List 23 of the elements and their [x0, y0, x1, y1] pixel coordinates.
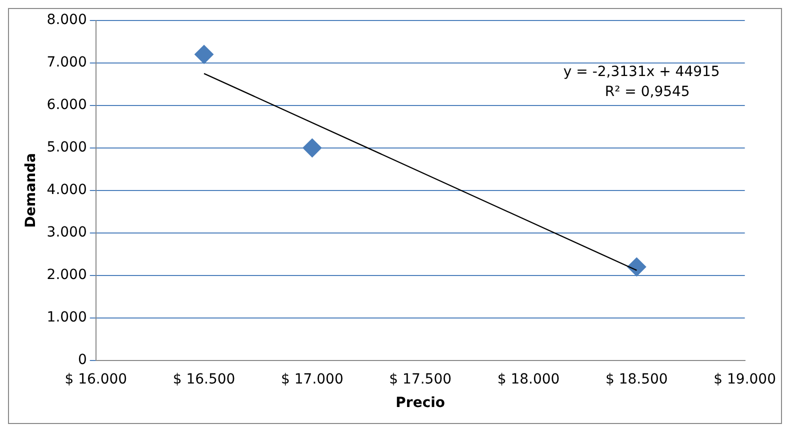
y-tick-label: 8.000 [46, 12, 87, 28]
x-tick-label: $ 16.500 [172, 371, 236, 388]
y-tick-label: 7.000 [46, 54, 87, 71]
y-axis-title: Demanda [23, 153, 40, 228]
x-tick-label: $ 18.500 [606, 371, 668, 388]
point [194, 44, 214, 64]
y-tick-label: 5.000 [46, 140, 87, 156]
x-tick-label: $ 17.000 [281, 371, 344, 388]
y-tick-label: 1.000 [46, 310, 87, 326]
annotation: y = -2,3131x + 44915 [563, 64, 720, 80]
y-tick-label: 4.000 [46, 182, 87, 198]
x-tick-label: $ 17.500 [389, 371, 452, 388]
annotation: R² = 0,9545 [604, 84, 690, 100]
y-tick-label: 3.000 [46, 224, 87, 241]
y-tick-label: 0 [78, 352, 87, 368]
x-tick-label: $ 16.000 [64, 371, 128, 388]
point [302, 138, 322, 158]
x-axis-title: Precio [396, 395, 446, 412]
point [627, 257, 646, 276]
y-tick-label: 6.000 [46, 97, 87, 114]
y-tick-label: 2.000 [46, 267, 87, 284]
x-tick-label: $ 18.000 [497, 371, 560, 388]
x-tick-label: $ 19.000 [714, 371, 776, 388]
